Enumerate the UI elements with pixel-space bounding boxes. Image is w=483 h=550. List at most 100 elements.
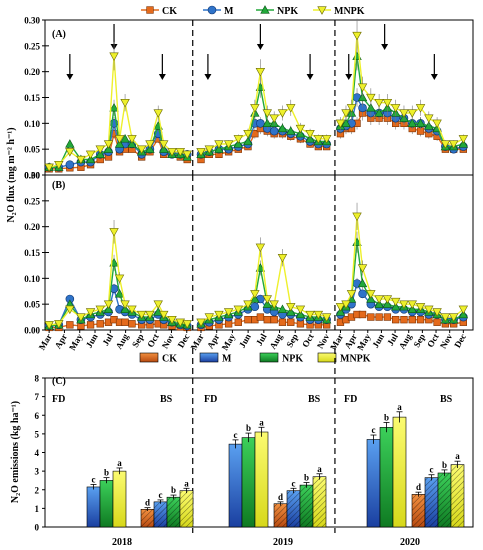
data-point-NPK [366, 103, 376, 112]
data-point-MNPK [357, 264, 368, 273]
significance-letter: a [184, 478, 189, 488]
month-label: Mar [328, 332, 345, 352]
data-point-MNPK [295, 305, 306, 315]
bar-hatch [438, 472, 451, 527]
bar-group-2020-FD: cba [366, 402, 407, 528]
y-tick-label-b: 0.05 [24, 300, 40, 310]
legend-label-bottom-NPK: NPK [282, 354, 303, 365]
significance-letter: d [278, 492, 283, 502]
bar-group-2018-BS: dc ba [140, 478, 194, 528]
data-point-MNPK [243, 130, 253, 139]
bar-group-2019-FD: cba [228, 417, 269, 528]
data-point-MNPK [407, 109, 417, 118]
data-point-MNPK [458, 305, 469, 315]
month-label: Nov [160, 332, 177, 351]
series-MNPK [44, 18, 469, 173]
data-point-CK [400, 316, 408, 324]
bar-MNPK [112, 470, 127, 528]
data-point-CK [263, 316, 271, 324]
legend-label-CK: CK [162, 6, 177, 17]
legend-label-bottom-CK: CK [162, 354, 177, 365]
data-point-MNPK [407, 300, 417, 309]
data-point-MNPK [223, 308, 234, 317]
data-point-CK [367, 313, 375, 321]
data-point-MNPK [321, 313, 332, 322]
legend-label-M: M [224, 6, 234, 17]
data-point-MNPK [341, 300, 351, 309]
data-point-MNPK [103, 140, 114, 149]
data-point-MNPK [233, 305, 243, 315]
month-label: Sep [411, 332, 427, 349]
fertilization-arrow [204, 54, 212, 80]
panel-a-label: (A) [52, 29, 66, 40]
series-MNPK [44, 202, 469, 330]
fertilization-arrow [306, 54, 314, 80]
y-tick-label-b: 0.00 [24, 326, 40, 336]
data-point-MNPK [255, 243, 266, 253]
data-point-MNPK [136, 310, 147, 320]
significance-letter: b [246, 423, 251, 433]
month-label: Nov [438, 332, 455, 351]
data-point-MNPK [448, 313, 459, 322]
bar-hatch [300, 485, 313, 527]
legend-marker-M [207, 5, 217, 15]
season-label-bs: BS [160, 394, 173, 405]
data-point-MNPK [286, 104, 296, 113]
data-point-CK [358, 310, 367, 319]
data-point-MNPK [346, 104, 357, 113]
data-point-CK [66, 321, 74, 329]
y-tick-label-a: 0.20 [24, 67, 40, 77]
y-tick-label-c: 7 [35, 392, 40, 402]
y-tick-label-c: 1 [35, 504, 40, 514]
data-point-MNPK [153, 109, 163, 118]
data-point-NPK [120, 134, 130, 143]
data-point-MNPK [357, 83, 368, 92]
significance-letter: a [317, 464, 322, 474]
significance-letter: a [397, 402, 402, 412]
data-point-MNPK [65, 148, 75, 157]
legend-marker-NPK [260, 5, 270, 14]
data-point-MNPK [114, 274, 125, 284]
data-point-MNPK [415, 303, 426, 312]
y-tick-label-b: 0.30 [24, 171, 40, 181]
data-point-MNPK [44, 163, 54, 173]
data-point-CK [408, 316, 416, 324]
significance-letter: a [259, 417, 264, 427]
significance-letter: a [455, 451, 460, 461]
data-point-MNPK [196, 318, 206, 328]
data-point-MNPK [432, 119, 442, 129]
y-tick-label-a: 0.05 [24, 145, 40, 155]
data-point-CK [287, 318, 295, 326]
data-point-MNPK [399, 300, 409, 309]
data-point-MNPK [374, 295, 384, 304]
legend-label-bottom-MNPK: MNPK [340, 354, 371, 365]
legend-swatch-M [199, 352, 219, 363]
legend-top: CK M NPK MNPK [141, 5, 365, 17]
month-label: Aug [268, 332, 285, 351]
data-point-MNPK [175, 318, 186, 328]
data-point-MNPK [390, 297, 401, 307]
data-point-MNPK [136, 145, 147, 154]
panel-c-label: (C) [52, 376, 66, 387]
bar-hatch [287, 490, 300, 527]
legend-label-NPK: NPK [277, 6, 298, 17]
panel-ab-layer: CK M NPK MNPK0.000.050.100.150.200.250.300.… [24, 5, 474, 352]
y-tick-label-c: 4 [35, 448, 40, 458]
data-point-MNPK [145, 310, 155, 320]
bar-hatch [412, 494, 425, 527]
data-point-MNPK [76, 155, 86, 165]
data-point-M [65, 160, 75, 169]
arrow-head [158, 74, 166, 80]
data-point-MNPK [76, 313, 86, 322]
bar-M [86, 486, 101, 528]
data-point-CK [278, 318, 287, 326]
data-point-NPK [262, 118, 272, 127]
bar-M [228, 443, 243, 528]
data-point-MNPK [127, 135, 137, 144]
data-point-MNPK [204, 313, 215, 322]
data-point-MNPK [120, 300, 130, 309]
data-point-MNPK [65, 305, 75, 315]
data-point-MNPK [382, 295, 393, 304]
month-label: Jul [254, 332, 269, 348]
